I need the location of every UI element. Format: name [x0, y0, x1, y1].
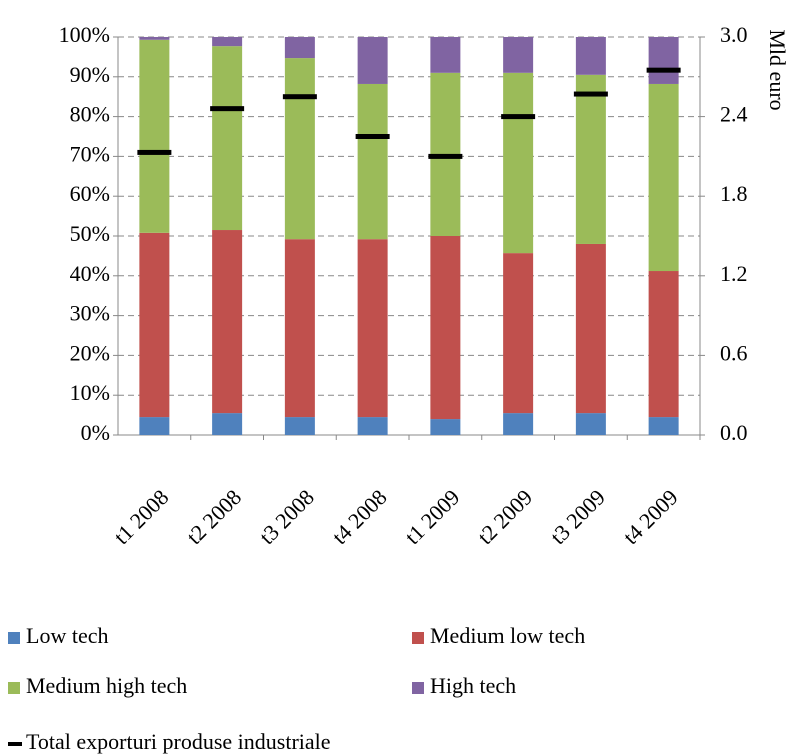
bar-segment	[503, 72, 534, 254]
bar-segment	[212, 413, 243, 435]
y-tick-label: 0%	[81, 420, 110, 445]
total-marker	[282, 94, 317, 100]
y2-tick-label: 1.2	[720, 261, 748, 286]
bar-segment	[357, 239, 388, 418]
legend-label: Low tech	[26, 623, 108, 648]
y2-axis-label: Mld euro	[765, 29, 790, 110]
y2-tick-label: 3.0	[720, 22, 748, 47]
x-tick-label: t3 2009	[545, 484, 610, 549]
bar-segment	[575, 74, 606, 244]
y-tick-label: 40%	[70, 261, 110, 286]
legend-swatch	[412, 682, 424, 694]
bar-segment	[503, 413, 534, 435]
y-tick-label: 80%	[70, 102, 110, 127]
bar-segment	[284, 58, 315, 240]
legend-label: Medium low tech	[430, 623, 585, 648]
x-tick-label: t1 2009	[400, 484, 465, 549]
x-tick-label: t2 2008	[181, 484, 246, 549]
total-marker	[428, 153, 463, 159]
total-marker	[137, 149, 172, 155]
bar-segment	[430, 236, 461, 420]
bar-segment	[212, 230, 243, 414]
bar-segment	[430, 419, 461, 435]
bar-segment	[212, 46, 243, 231]
total-marker	[501, 114, 536, 120]
x-tick-label: t4 2008	[327, 484, 392, 549]
total-marker	[573, 91, 608, 97]
bar-segment	[648, 417, 679, 435]
y2-tick-label: 0.0	[720, 420, 748, 445]
x-tick-label: t3 2008	[254, 484, 319, 549]
bar-segment	[503, 37, 534, 73]
legend-label: High tech	[430, 673, 516, 698]
bar-segment	[648, 271, 679, 418]
bar-segment	[284, 37, 315, 59]
bar-segment	[357, 83, 388, 240]
legend-swatch	[8, 682, 20, 694]
y-tick-label: 60%	[70, 181, 110, 206]
bar-segment	[575, 37, 606, 75]
bar-segment	[284, 239, 315, 418]
total-marker	[646, 67, 681, 73]
y2-tick-label: 1.8	[720, 181, 748, 206]
bar-segment	[139, 417, 170, 435]
y-tick-label: 70%	[70, 141, 110, 166]
bar-segment	[139, 37, 170, 40]
y2-tick-label: 0.6	[720, 340, 748, 365]
bar-segment	[430, 37, 461, 73]
x-tick-label: t1 2008	[109, 484, 174, 549]
bar-segment	[648, 83, 679, 272]
y-tick-label: 100%	[59, 22, 110, 47]
bar-segment	[575, 243, 606, 414]
bar-segment	[357, 417, 388, 435]
total-marker	[210, 106, 245, 112]
legend-swatch	[412, 632, 424, 644]
bar-segment	[139, 39, 170, 233]
total-marker	[355, 134, 390, 139]
y-tick-label: 50%	[70, 221, 110, 246]
legend-label: Medium high tech	[26, 673, 187, 698]
bar-segment	[357, 37, 388, 84]
y-tick-label: 10%	[70, 380, 110, 405]
bar-segment	[284, 417, 315, 435]
bar-segment	[648, 37, 679, 84]
bar-segment	[575, 413, 606, 435]
x-tick-label: t2 2009	[472, 484, 537, 549]
legend-swatch	[8, 742, 22, 746]
y-tick-label: 20%	[70, 340, 110, 365]
legend-swatch	[8, 632, 20, 644]
bar-segment	[212, 37, 243, 47]
y-tick-label: 30%	[70, 301, 110, 326]
x-tick-label: t4 2009	[618, 484, 683, 549]
bar-segment	[139, 232, 170, 418]
bar-segment	[503, 253, 534, 414]
y2-tick-label: 2.4	[720, 102, 748, 127]
legend-label: Total exporturi produse industriale	[26, 729, 331, 754]
y-tick-label: 90%	[70, 62, 110, 87]
